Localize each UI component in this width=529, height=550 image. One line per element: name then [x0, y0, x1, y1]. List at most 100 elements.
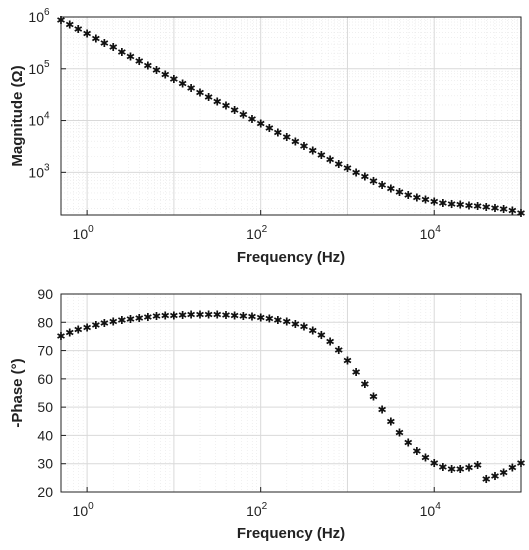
- phase-plot-frame: [60, 293, 522, 493]
- phase-data-point: ✱: [230, 309, 239, 322]
- magnitude-y-tick-label: 106: [28, 7, 50, 25]
- phase-data-point: ✱: [430, 457, 439, 470]
- magnitude-data-point: ✱: [273, 127, 282, 140]
- phase-grid: [60, 293, 522, 493]
- phase-data-point: ✱: [464, 461, 473, 474]
- magnitude-data-point: ✱: [221, 100, 230, 113]
- magnitude-data-point: ✱: [126, 50, 135, 63]
- magnitude-data-point: ✱: [56, 14, 65, 27]
- magnitude-data-point: ✱: [421, 194, 430, 207]
- magnitude-data-point: ✱: [352, 166, 361, 179]
- phase-data-point: ✱: [334, 344, 343, 357]
- magnitude-y-ticks: 103 104 105 106: [28, 7, 66, 180]
- magnitude-data-point: ✱: [334, 158, 343, 171]
- phase-data-point: ✱: [239, 310, 248, 323]
- phase-series: ✱ ✱ ✱ ✱ ✱ ✱ ✱ ✱ ✱ ✱ ✱ ✱ ✱ ✱ ✱ ✱ ✱ ✱ ✱ ✱ ✱ ✱ ✱ ✱ ✱ ✱ ✱ ✱ ✱ ✱ ✱✱✱✱✱✱✱✱✱✱…: [56, 309, 525, 486]
- phase-data-point: ✱: [299, 321, 308, 334]
- magnitude-data-point: ✱: [117, 46, 126, 59]
- magnitude-data-point: ✱: [161, 68, 170, 81]
- phase-data-point: ✱: [213, 309, 222, 322]
- phase-y-tick-label: 20: [37, 484, 53, 500]
- phase-x-ticks: 100 102 104: [73, 487, 442, 519]
- phase-data-point: ✱: [456, 463, 465, 476]
- magnitude-y-axis-label: Magnitude (Ω): [9, 65, 26, 166]
- phase-y-tick-label: 90: [37, 286, 53, 302]
- phase-data-point: ✱: [204, 309, 213, 322]
- phase-data-point: ✱: [135, 312, 144, 325]
- magnitude-x-tick-label: 104: [420, 224, 442, 242]
- magnitude-x-ticks: 100 102 104: [73, 210, 442, 242]
- magnitude-grid: [60, 16, 522, 215]
- phase-y-tick-label: 40: [37, 427, 53, 443]
- magnitude-data-point: ✱: [430, 196, 439, 209]
- phase-data-point: ✱: [412, 445, 421, 458]
- magnitude-data-point: ✱: [195, 86, 204, 99]
- magnitude-data-point: ✱: [213, 95, 222, 108]
- phase-y-tick-label: 80: [37, 314, 53, 330]
- phase-x-tick-label: 104: [420, 501, 442, 519]
- phase-y-ticks: 20 30 40 50 60 70 80 90: [37, 286, 66, 500]
- phase-data-point: ✱: [195, 309, 204, 322]
- phase-data-point: ✱: [490, 470, 499, 483]
- phase-data-point: ✱: [325, 336, 334, 349]
- phase-y-tick-label: 50: [37, 399, 53, 415]
- magnitude-data-point: ✱: [343, 162, 352, 175]
- phase-data-point: ✱: [117, 314, 126, 327]
- magnitude-data-point: ✱: [169, 73, 178, 86]
- phase-plot: ✱ ✱ ✱ ✱ ✱ ✱ ✱ ✱ ✱ ✱ ✱ ✱ ✱ ✱ ✱ ✱ ✱ ✱ ✱ ✱ ✱ ✱ ✱ ✱ ✱ ✱ ✱ ✱ ✱ ✱ ✱✱✱✱✱✱✱✱✱✱…: [9, 286, 526, 542]
- phase-data-point: ✱: [352, 366, 361, 379]
- phase-data-point: ✱: [109, 316, 118, 329]
- phase-x-tick-label: 102: [246, 501, 268, 519]
- phase-data-point: ✱: [308, 324, 317, 337]
- phase-y-axis-label: -Phase (°): [9, 358, 26, 427]
- magnitude-y-tick-label: 104: [28, 111, 50, 129]
- magnitude-series: ✱ ✱ ✱ ✱ ✱ ✱ ✱ ✱ ✱ ✱ ✱ ✱ ✱ ✱ ✱ ✱ ✱ ✱ ✱ ✱ ✱ ✱ ✱ ✱ ✱ ✱ ✱ ✱ ✱ ✱ ✱ ✱ ✱ ✱ ✱ ✱ ✱ ✱ ✱ ✱…: [56, 14, 525, 220]
- phase-data-point: ✱: [265, 312, 274, 325]
- phase-data-point: ✱: [74, 324, 83, 337]
- phase-data-point: ✱: [291, 318, 300, 331]
- magnitude-data-point: ✱: [516, 207, 525, 220]
- magnitude-data-point: ✱: [152, 64, 161, 77]
- magnitude-data-point: ✱: [325, 153, 334, 166]
- phase-data-point: ✱: [360, 378, 369, 391]
- phase-data-point: ✱: [187, 309, 196, 322]
- phase-data-point: ✱: [343, 354, 352, 367]
- magnitude-data-point: ✱: [100, 37, 109, 50]
- phase-data-point: ✱: [91, 319, 100, 332]
- magnitude-data-point: ✱: [369, 175, 378, 188]
- magnitude-data-point: ✱: [464, 199, 473, 212]
- magnitude-data-point: ✱: [247, 113, 256, 126]
- phase-data-point: ✱: [143, 311, 152, 324]
- magnitude-data-point: ✱: [91, 32, 100, 45]
- magnitude-data-point: ✱: [299, 140, 308, 153]
- phase-data-point: ✱: [178, 309, 187, 322]
- phase-data-point: ✱: [273, 314, 282, 327]
- magnitude-data-point: ✱: [74, 23, 83, 36]
- phase-y-tick-label: 60: [37, 371, 53, 387]
- magnitude-data-point: ✱: [456, 199, 465, 212]
- magnitude-data-point: ✱: [412, 191, 421, 204]
- phase-data-point: ✱: [65, 327, 74, 340]
- phase-data-point: ✱: [386, 416, 395, 429]
- magnitude-data-point: ✱: [204, 91, 213, 104]
- magnitude-data-point: ✱: [291, 136, 300, 149]
- phase-data-point: ✱: [395, 427, 404, 440]
- magnitude-x-tick-label: 100: [73, 224, 95, 242]
- phase-data-point: ✱: [447, 463, 456, 476]
- phase-data-point: ✱: [282, 316, 291, 329]
- phase-data-point: ✱: [482, 473, 491, 486]
- magnitude-data-point: ✱: [83, 27, 92, 40]
- magnitude-data-point: ✱: [265, 122, 274, 135]
- phase-y-tick-label: 70: [37, 343, 53, 359]
- phase-data-point: ✱: [100, 317, 109, 330]
- magnitude-data-point: ✱: [282, 131, 291, 144]
- phase-data-point: ✱: [438, 461, 447, 474]
- magnitude-data-point: ✱: [143, 59, 152, 72]
- phase-data-point: ✱: [221, 309, 230, 322]
- magnitude-data-point: ✱: [256, 118, 265, 131]
- phase-data-point: ✱: [169, 309, 178, 322]
- magnitude-data-point: ✱: [230, 104, 239, 117]
- phase-data-point: ✱: [317, 329, 326, 342]
- phase-x-tick-label: 100: [73, 501, 95, 519]
